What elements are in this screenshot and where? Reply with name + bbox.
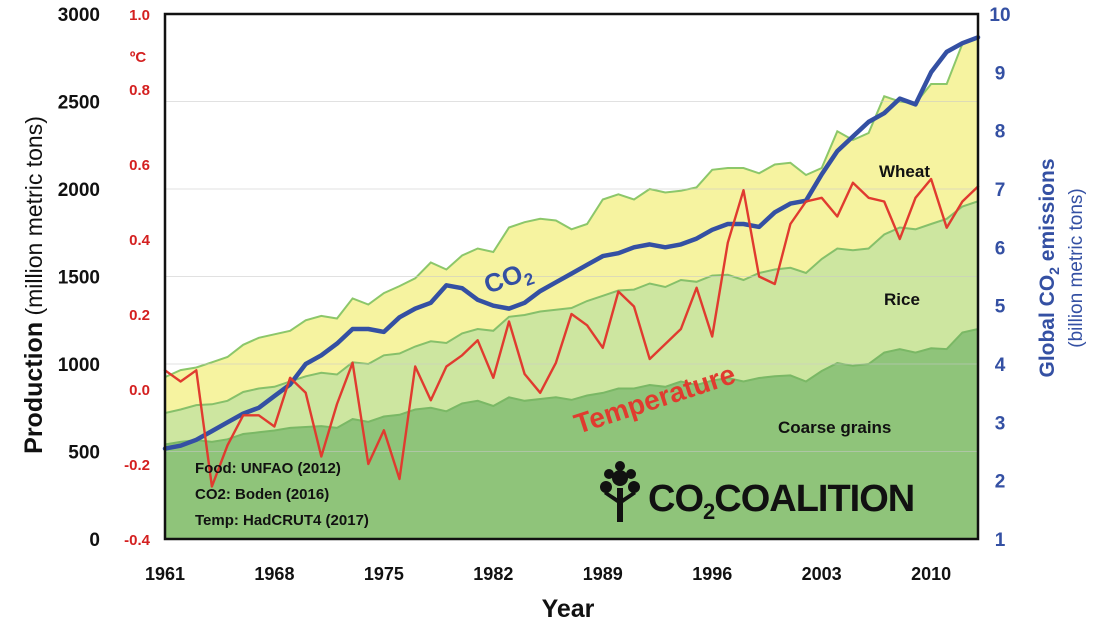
y-right-tick-label: 5 [995,297,1006,318]
logo-text: CO2COALITION [648,478,914,524]
source-temp: Temp: HadCRUT4 (2017) [195,512,369,529]
y-temp-tick-label: 0.2 [129,307,150,324]
y-right-tick-label: 3 [995,413,1006,434]
y-temp-tick-label: -0.4 [124,532,151,549]
y-right-tick-label: 4 [995,355,1006,376]
plot-frame [163,12,980,541]
x-axis-title: Year [542,595,595,623]
y-right-tick-label: 6 [995,238,1006,259]
y-axis-title-left-main: Production [20,322,48,454]
y-left-tick-label: 2000 [58,180,100,201]
y-left-tick-label: 500 [68,443,100,464]
y-axis-title-right: Global CO2 emissions [1036,158,1062,377]
source-co2: CO2: Boden (2016) [195,486,329,503]
y-right-tick-label: 10 [989,5,1010,26]
left-axis-ticks: 0 500 1000 1500 2000 2500 3000 [58,5,100,551]
y-temp-tick-label: -0.2 [124,457,150,474]
coarse-grains-area-label: Coarse grains [778,418,891,437]
gridlines [165,101,978,452]
y-right-tick-label: 8 [995,122,1006,143]
temperature-axis-unit: ºC [130,49,146,66]
x-tick-label: 2003 [802,564,842,584]
y-axis-title-right-line2: (billion metric tons) [1066,188,1087,347]
y-temp-tick-label: 0.4 [129,232,151,249]
x-tick-label: 1975 [364,564,404,584]
x-tick-label: 1968 [254,564,294,584]
y-left-tick-label: 1500 [58,268,100,289]
co2-coalition-logo: CO2COALITION [600,461,915,524]
x-tick-label: 1989 [583,564,623,584]
y-left-tick-label: 3000 [58,5,100,26]
wheat-area-label: Wheat [879,162,930,181]
x-axis-ticks: 1961 1968 1975 1982 1989 1996 2003 2010 [145,564,951,584]
y-axis-title-right-main: Global CO [1036,275,1059,378]
x-tick-label: 1996 [692,564,732,584]
x-tick-label: 1982 [473,564,513,584]
y-right-tick-label: 9 [995,63,1006,84]
line-temperature [163,177,980,488]
y-temp-tick-label: 0.8 [129,82,150,99]
x-tick-label: 2010 [911,564,951,584]
y-axis-title-left: Production (million metric tons) [20,116,48,454]
logo-text-rest: COALITION [714,478,914,520]
y-right-tick-label: 1 [995,530,1006,551]
area-series-group [164,37,979,540]
source-food: Food: UNFAO (2012) [195,460,341,477]
y-left-tick-label: 2500 [58,93,100,114]
x-tick-label: 1961 [145,564,185,584]
y-axis-title-right-rest: emissions [1036,158,1059,267]
logo-text-main: CO [648,478,703,520]
tree-icon [600,461,640,522]
logo-text-sub: 2 [703,499,715,524]
line-co2 [162,35,981,451]
y-temp-tick-label: 0.0 [129,382,150,399]
right-axis-ticks: 1 2 3 4 5 6 7 8 9 10 [989,5,1010,551]
y-left-tick-label: 0 [89,530,100,551]
line-series-group [162,35,981,488]
temperature-axis-ticks: -0.4 -0.2 0.0 0.2 0.4 0.6 0.8 1.0 [124,7,151,549]
y-temp-tick-label: 0.6 [129,157,150,174]
y-axis-title-right-sub: 2 [1046,267,1062,275]
y-right-tick-label: 7 [995,180,1006,201]
y-left-tick-label: 1000 [58,355,100,376]
y-right-tick-label: 2 [995,472,1006,493]
y-axis-title-left-unit: (million metric tons) [21,116,47,322]
rice-area-label: Rice [884,290,920,309]
y-temp-tick-label: 1.0 [129,7,150,24]
